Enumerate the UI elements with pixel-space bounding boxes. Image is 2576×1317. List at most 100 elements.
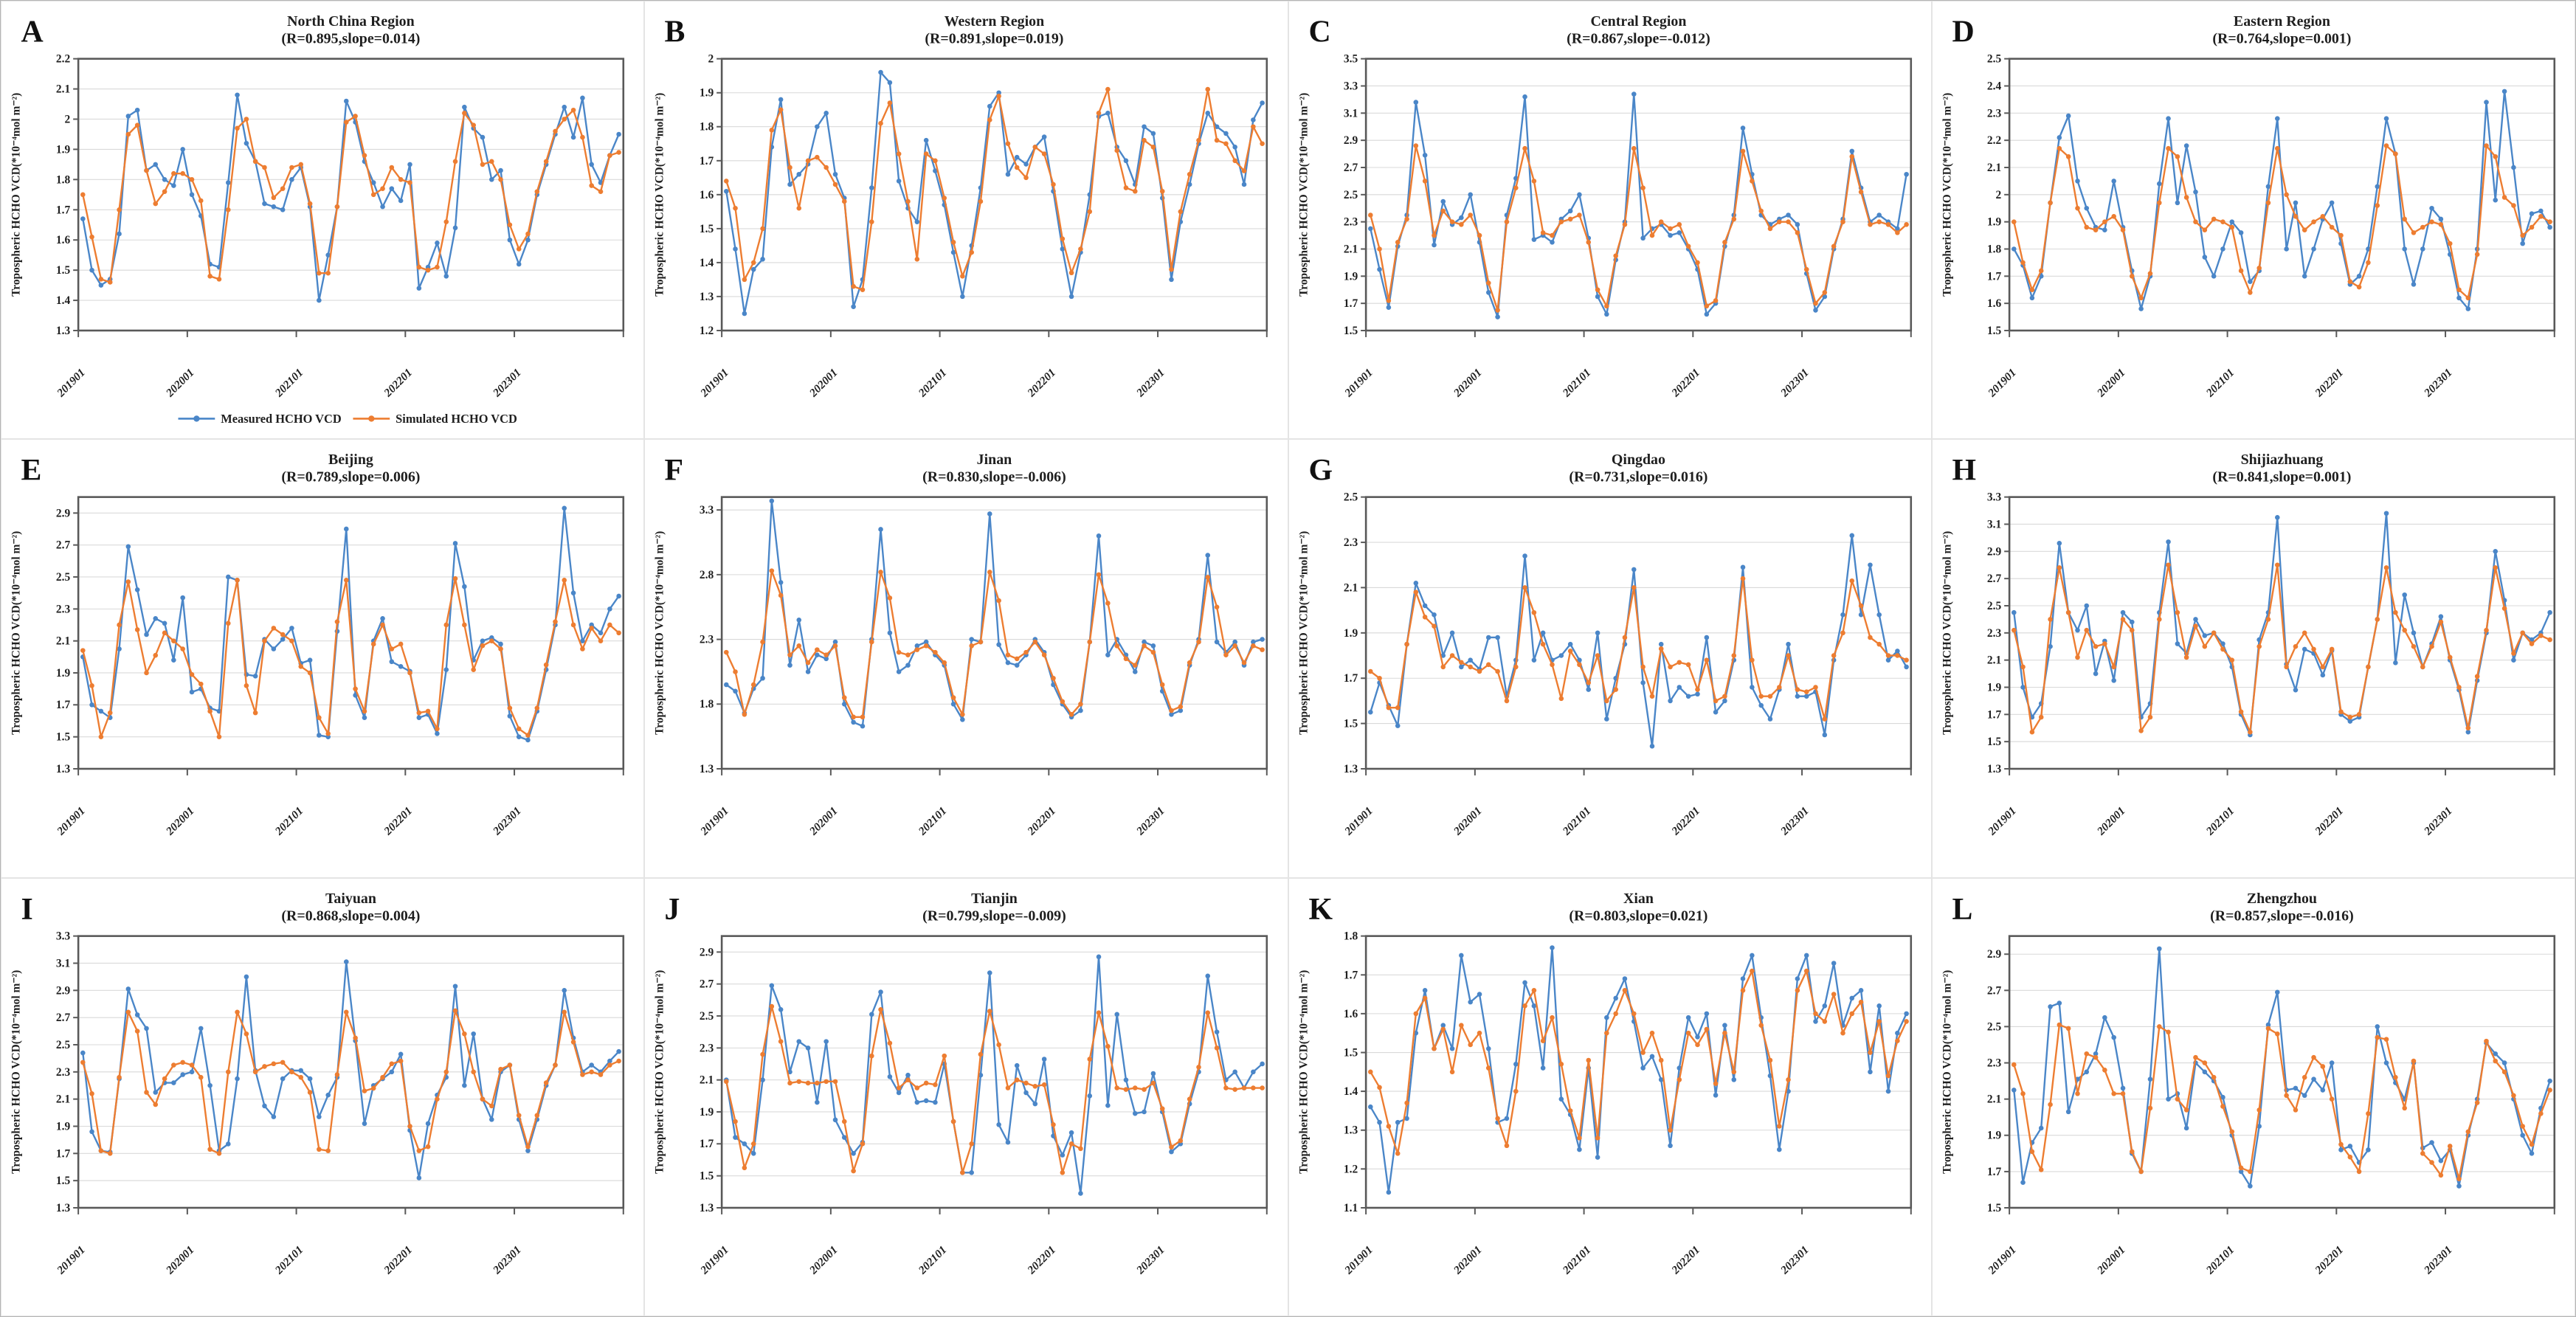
y-tick-label: 2.3 xyxy=(1343,216,1358,229)
y-tick-label: 1.5 xyxy=(56,731,71,744)
panel-title: Central Region xyxy=(1590,13,1686,30)
y-axis-label: Tropospheric HCHO VCD(*10⁻⁴mol m⁻²) xyxy=(1297,969,1310,1173)
panel-background xyxy=(645,440,1287,877)
y-tick-label: 1.8 xyxy=(700,121,714,134)
y-tick-label: 2.9 xyxy=(56,508,71,520)
y-axis: 1.3 1.5 1.7 1.9 2.1 2.3 2.5 xyxy=(1343,491,1366,775)
y-axis: 1.1 1.2 1.3 1.4 1.5 1.6 1.7 1.8 xyxy=(1343,930,1366,1214)
y-tick-label: 1.5 xyxy=(1343,718,1358,730)
panel-subtitle: (R=0.841,slope=0.001) xyxy=(2212,469,2351,485)
simulated-series xyxy=(1367,143,1909,313)
chart-panel-G: 1.3 1.5 1.7 1.9 2.1 2.3 2.5 201901 202001 202101 2… xyxy=(1288,439,1932,878)
y-tick-label: 3.3 xyxy=(700,504,714,516)
chart-panel-L: 1.5 1.7 1.9 2.1 2.3 2.5 2.7 2.9 201901 202001 2021… xyxy=(1931,877,2575,1316)
y-tick-label: 2.7 xyxy=(1987,573,2002,585)
y-tick-label: 2.7 xyxy=(1987,984,2002,997)
y-tick-label: 2.9 xyxy=(56,984,71,997)
legend-simulated-label: Simulated HCHO VCD xyxy=(396,412,517,426)
panel-letter: G xyxy=(1308,454,1333,488)
y-tick-label: 1.9 xyxy=(700,1106,714,1119)
y-axis-label: Tropospheric HCHO VCD(*10⁻⁴mol m⁻²) xyxy=(1941,969,1953,1173)
plot-frame xyxy=(2008,58,2555,332)
y-tick-label: 2.3 xyxy=(56,604,71,616)
y-tick-label: 1.3 xyxy=(1987,763,2002,775)
y-tick-label: 1.8 xyxy=(700,699,714,711)
panel-subtitle: (R=0.857,slope=-0.016) xyxy=(2210,908,2354,924)
measured-series xyxy=(724,954,1265,1196)
y-tick-label: 1.3 xyxy=(56,1202,71,1214)
y-tick-label: 2.3 xyxy=(1343,536,1358,549)
y-tick-label: 1.7 xyxy=(1343,297,1358,310)
y-tick-label: 1.3 xyxy=(700,763,714,775)
y-tick-label: 1.7 xyxy=(700,1138,714,1150)
y-axis: 1.3 1.5 1.7 1.9 2.1 2.3 2.5 2.7 2.9 xyxy=(56,508,79,775)
simulated-series xyxy=(1367,576,1909,722)
chart-panel-I: 1.3 1.5 1.7 1.9 2.1 2.3 2.5 2.7 2.9 3.1 3.3 201901 2… xyxy=(1,877,645,1316)
y-tick-label: 1.8 xyxy=(56,173,71,186)
y-tick-label: 1.6 xyxy=(1343,1008,1358,1020)
plot-frame xyxy=(77,496,625,770)
y-tick-label: 2.8 xyxy=(700,569,714,581)
y-tick-label: 2.3 xyxy=(1987,107,2002,120)
y-axis: 1.3 1.8 2.3 2.8 3.3 xyxy=(700,504,722,775)
y-tick-label: 1.9 xyxy=(56,1120,71,1133)
simulated-series xyxy=(80,107,621,285)
panel-title: Xian xyxy=(1623,891,1653,907)
y-tick-label: 1.9 xyxy=(1987,216,2002,229)
y-tick-label: 1.3 xyxy=(1343,1124,1358,1136)
y-tick-label: 2.1 xyxy=(700,1074,714,1086)
y-tick-label: 1.7 xyxy=(1343,673,1358,685)
y-tick-label: 2 xyxy=(1995,189,2001,201)
panel-letter: F xyxy=(665,454,684,488)
gridlines xyxy=(722,92,1268,297)
y-tick-label: 2.1 xyxy=(1343,582,1357,595)
panel-letter: J xyxy=(665,892,680,926)
legend-measured-label: Measured HCHO VCD xyxy=(221,412,342,426)
legend-measured-marker xyxy=(178,415,215,422)
y-tick-label: 2.5 xyxy=(1987,600,2002,612)
chart-panel-H: 1.3 1.5 1.7 1.9 2.1 2.3 2.5 2.7 2.9 3.1 3.3 201901 2… xyxy=(1931,439,2575,878)
legend: Measured HCHO VCD Simulated HCHO VCD xyxy=(178,412,517,426)
y-tick-label: 1.9 xyxy=(1343,627,1358,640)
y-tick-label: 2.5 xyxy=(56,1039,71,1051)
y-tick-label: 2 xyxy=(708,53,714,66)
y-tick-label: 2.3 xyxy=(700,1042,714,1054)
y-axis: 1.3 1.5 1.7 1.9 2.1 2.3 2.5 2.7 2.9 3.1 3.3 xyxy=(1987,491,2009,775)
y-tick-label: 2.1 xyxy=(56,635,70,648)
chart-panel-C: 1.5 1.7 1.9 2.1 2.3 2.5 2.7 2.9 3.1 3.3 3.5 201901 2… xyxy=(1288,1,1932,440)
panel-letter: H xyxy=(1952,454,1976,488)
y-tick-label: 1.3 xyxy=(56,763,71,775)
y-tick-label: 2.1 xyxy=(1987,162,2001,174)
y-tick-label: 1.7 xyxy=(56,204,71,216)
panel-background xyxy=(1,878,643,1316)
y-axis-label: Tropospheric HCHO VCD(*10⁻⁴mol m⁻²) xyxy=(1941,93,1953,297)
measured-series xyxy=(2011,89,2552,311)
panel-letter: C xyxy=(1308,15,1330,49)
y-tick-label: 1.5 xyxy=(1343,325,1358,337)
y-tick-label: 1.9 xyxy=(1343,270,1358,283)
y-tick-label: 2.5 xyxy=(1987,53,2002,66)
y-tick-label: 2.2 xyxy=(1987,134,2002,147)
y-tick-label: 1.6 xyxy=(1987,297,2002,310)
y-axis: 1.2 1.3 1.4 1.5 1.6 1.7 1.8 1.9 2 xyxy=(700,53,722,337)
y-tick-label: 3.5 xyxy=(1343,53,1358,66)
y-axis-label: Tropospheric HCHO VCD(*10⁻⁴mol m⁻²) xyxy=(1941,531,1953,735)
y-tick-label: 2.3 xyxy=(700,634,714,646)
chart-panel-J: 1.3 1.5 1.7 1.9 2.1 2.3 2.5 2.7 2.9 201901 202001 2… xyxy=(644,877,1288,1316)
panel-background xyxy=(1289,1,1931,439)
panel-title: Taiyuan xyxy=(325,891,376,907)
y-tick-label: 2.5 xyxy=(56,571,71,584)
y-axis: 1.3 1.4 1.5 1.6 1.7 1.8 1.9 2 2.1 2.2 xyxy=(56,53,79,337)
plot-frame xyxy=(1364,935,1912,1209)
y-tick-label: 2.2 xyxy=(56,53,71,66)
panel-title: Beijing xyxy=(328,452,373,468)
y-tick-label: 1.9 xyxy=(1987,1129,2002,1141)
panel-title: Tianjin xyxy=(971,891,1018,907)
